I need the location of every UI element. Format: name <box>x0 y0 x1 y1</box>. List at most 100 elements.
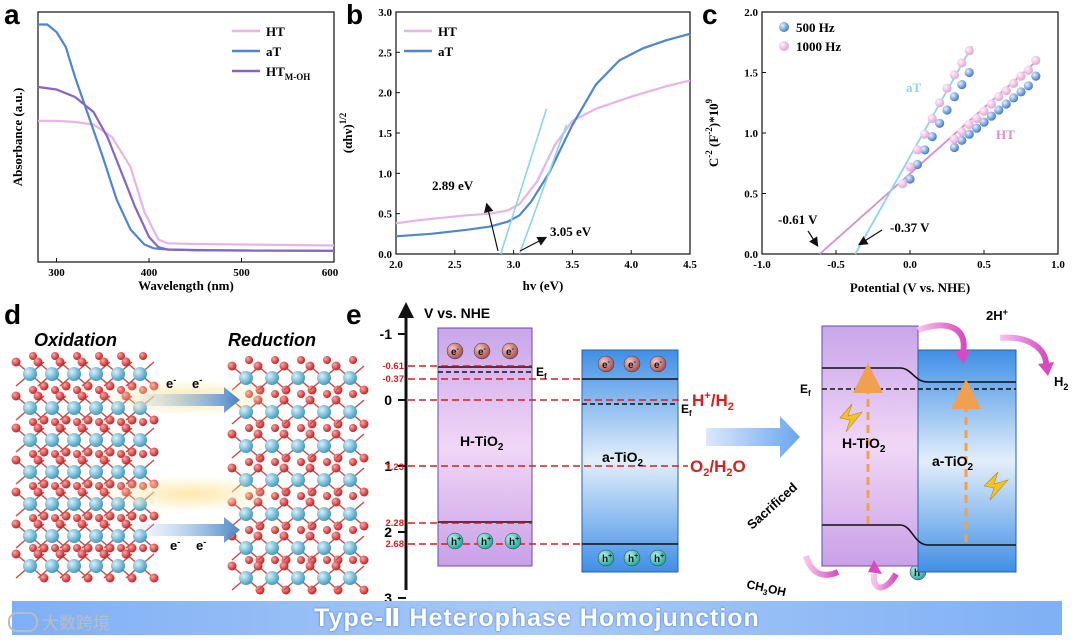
label-ht: HT <box>996 127 1015 142</box>
oxygen-atom <box>349 390 357 398</box>
oxygen-atom <box>77 519 87 529</box>
oxygen-atom <box>117 450 125 458</box>
oxygen-atom <box>33 487 43 497</box>
titanium-atom <box>343 541 357 555</box>
data-point <box>1031 71 1041 81</box>
titanium-atom <box>89 465 103 479</box>
data-point <box>1031 55 1041 65</box>
at-label: a-TiO <box>602 449 638 465</box>
oxygen-atom <box>149 511 159 521</box>
tick-label: 0.0 <box>744 249 758 261</box>
oxygen-atom <box>305 497 315 507</box>
oxygen-atom <box>51 482 59 490</box>
svg-text:Ef: Ef <box>681 402 692 418</box>
c-ylabel-0: C <box>706 158 721 167</box>
titanium-atom <box>265 507 279 521</box>
oxygen-atom <box>61 415 71 425</box>
titanium-atom <box>45 401 59 415</box>
oxygen-atom <box>149 573 159 583</box>
oxygen-atom <box>323 424 331 432</box>
oxygen-atom <box>255 585 265 595</box>
carrier-label: h+ <box>451 536 461 548</box>
oxygen-atom <box>29 514 37 522</box>
oxygen-atom <box>149 447 159 457</box>
oxygen-atom <box>149 415 159 425</box>
titanium-atom <box>133 465 147 479</box>
data-point <box>942 105 952 115</box>
oxygen-atom <box>305 361 315 371</box>
oxygen-atom <box>95 386 103 394</box>
titanium-atom <box>239 571 253 585</box>
oxygen-atom <box>271 356 279 364</box>
oxygen-atom <box>33 519 43 529</box>
oxygen-atom <box>95 418 103 426</box>
level-label: 2.68 <box>386 539 405 550</box>
oxygen-atom <box>11 455 21 465</box>
axis-tick-label: 2 <box>384 524 392 540</box>
ht-label: H-TiO <box>460 433 498 449</box>
panel-c-legend: 500 Hz 1000 Hz <box>779 20 841 54</box>
oxygen-atom <box>253 561 263 571</box>
oxygen-atom <box>117 544 125 552</box>
panel-e: e V vs. NHE -1 0 1 2 3 -0.61 -0.37 1.23 2.28 2.6… <box>346 299 1068 606</box>
tick-label: 500 <box>233 267 250 279</box>
titanium-atom <box>317 473 331 487</box>
oxygen-atom <box>307 487 317 497</box>
titanium-atom <box>111 529 125 543</box>
oxygen-atom <box>105 381 115 391</box>
oxygen-atom <box>99 519 109 529</box>
oxygen-atom <box>55 487 65 497</box>
sacrificed-label: Sacrificed <box>744 479 800 532</box>
data-point <box>986 111 997 121</box>
legend-b-ht: HT <box>438 24 457 39</box>
titanium-atom <box>291 473 305 487</box>
oxygen-atom <box>307 453 317 463</box>
oxygen-atom <box>61 447 71 457</box>
data-point <box>1009 78 1019 88</box>
tick-label: 3.0 <box>507 259 521 271</box>
oxygen-atom <box>127 415 137 425</box>
titanium-atom <box>133 559 147 573</box>
data-point <box>927 113 937 124</box>
hole <box>446 532 464 550</box>
reduction-label: Reduction <box>228 330 316 350</box>
c-ylabel-5: 9 <box>704 98 714 103</box>
legend-ht: HT <box>266 24 285 39</box>
svg-text:C-2 (F-2)*109: C-2 (F-2)*109 <box>704 98 721 167</box>
oxygen-atom <box>83 573 93 583</box>
oxygen-atom <box>333 385 343 395</box>
svg-text:HTM-OH: HTM-OH <box>266 64 310 82</box>
electron-arrow-bottom <box>140 517 240 543</box>
oxygen-atom <box>11 549 21 559</box>
oxygen-atom <box>149 543 159 553</box>
oxygen-atom <box>323 526 331 534</box>
titanium-atom <box>291 541 305 555</box>
oxygen-atom <box>331 561 341 571</box>
annotation-305: 3.05 eV <box>550 224 592 239</box>
titanium-atom <box>239 371 253 385</box>
oxygen-atom <box>95 544 103 552</box>
series-line <box>38 119 335 247</box>
oxygen-atom <box>245 356 253 364</box>
oxygen-atom <box>227 463 237 473</box>
oxygen-atom <box>305 429 315 439</box>
tick-label: 2.0 <box>378 88 392 100</box>
electron <box>473 342 491 360</box>
oxygen-atom <box>279 429 289 439</box>
svg-text:e-: e- <box>196 537 206 553</box>
data-point <box>972 123 982 133</box>
svg-text:e-: e- <box>170 537 180 553</box>
svg-text:a-TiO2: a-TiO2 <box>602 449 644 469</box>
oxygen-atom <box>73 514 81 522</box>
titanium-atom <box>317 571 331 585</box>
oxygen-atom <box>61 479 71 489</box>
oxygen-atom <box>95 450 103 458</box>
oxygen-atom <box>11 423 21 433</box>
oxygen-atom <box>359 555 369 565</box>
oxygen-atom <box>55 519 65 529</box>
oxygen-atom <box>271 458 279 466</box>
oxygen-atom <box>359 385 369 395</box>
oxygen-atom <box>333 419 343 429</box>
titanium-atom <box>23 497 37 511</box>
oxygen-atom <box>73 450 81 458</box>
